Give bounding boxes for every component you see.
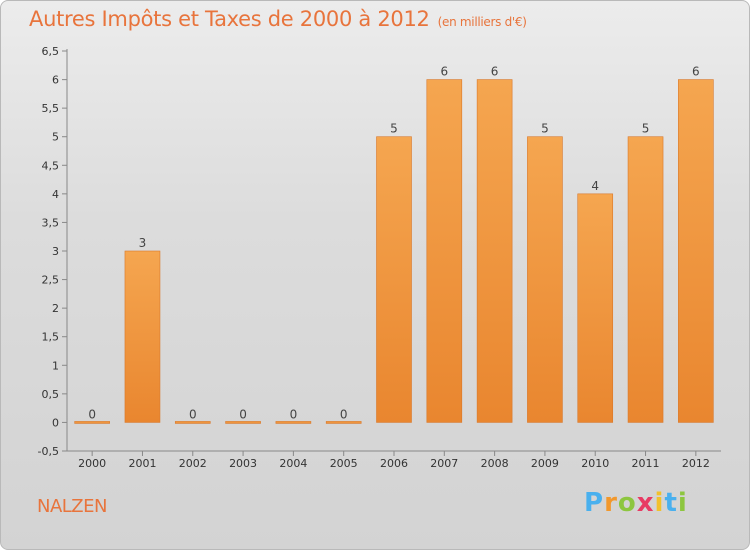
y-tick-label: 0,5 [42,388,60,401]
bar [376,136,412,423]
x-tick-label: 2010 [581,457,609,470]
y-tick-label: 6,5 [42,45,60,58]
y-tick-label: 4,5 [42,159,60,172]
y-tick-label: 2,5 [42,274,60,287]
y-tick-label: 5 [52,131,59,144]
bar-value-label: 4 [591,179,599,193]
x-tick-label: 2012 [682,457,710,470]
bar-value-label: 3 [139,236,147,250]
logo-letter: i [677,488,688,518]
x-tick-label: 2005 [330,457,358,470]
x-tick-label: 2002 [179,457,207,470]
bar-value-label: 0 [340,407,348,421]
x-tick-label: 2006 [380,457,408,470]
bar [325,421,362,424]
x-tick-label: 2003 [229,457,257,470]
bar-value-label: 0 [239,407,247,421]
bar [225,421,261,424]
y-tick-label: 3,5 [42,216,60,229]
y-tick-label: 1 [52,359,59,372]
logo-letter: i [654,488,665,518]
place-name: NALZEN [37,496,107,517]
bar [527,136,563,423]
y-tick-label: 0 [52,416,59,429]
logo-letter: r [604,488,618,518]
y-tick-label: 1,5 [42,331,60,344]
x-tick-label: 2008 [481,457,509,470]
bar [577,193,614,423]
bar [174,421,211,424]
bar-value-label: 6 [692,65,700,79]
bar-value-label: 0 [189,407,197,421]
y-tick-label: 3 [52,245,59,258]
y-tick-label: 2 [52,302,59,315]
bar [124,250,161,423]
bar-value-label: 6 [440,65,448,79]
bar [627,136,664,423]
logo-letter: o [617,488,637,518]
bar-value-label: 0 [290,407,298,421]
title-unit: (en milliers d'€) [437,15,527,29]
chart-title: Autres Impôts et Taxes de 2000 à 2012 (en… [29,7,527,31]
bar [74,421,110,424]
logo-letter: x [636,488,655,518]
y-tick-label: 6 [52,74,59,87]
bar [678,79,714,423]
y-tick-label: 5,5 [42,102,60,115]
y-tick-label: -0,5 [38,445,59,458]
x-tick-label: 2007 [430,457,458,470]
x-tick-label: 2004 [279,457,307,470]
bar [275,421,312,424]
title-text: Autres Impôts et Taxes de 2000 à 2012 [29,7,430,31]
y-tick-label: 4 [52,188,59,201]
proxiti-logo: Proxiti [584,488,688,518]
x-tick-label: 2011 [632,457,660,470]
bar-value-label: 5 [541,122,549,136]
x-tick-label: 2001 [128,457,156,470]
bar-value-label: 5 [390,122,398,136]
x-tick-label: 2009 [531,457,559,470]
bar [426,79,463,423]
x-tick-label: 2000 [78,457,106,470]
bar-value-label: 0 [88,407,96,421]
bar [476,79,513,423]
logo-letter: P [584,488,605,518]
logo-letter: t [664,488,678,518]
bar-value-label: 6 [491,65,499,79]
bar-value-label: 5 [642,122,650,136]
